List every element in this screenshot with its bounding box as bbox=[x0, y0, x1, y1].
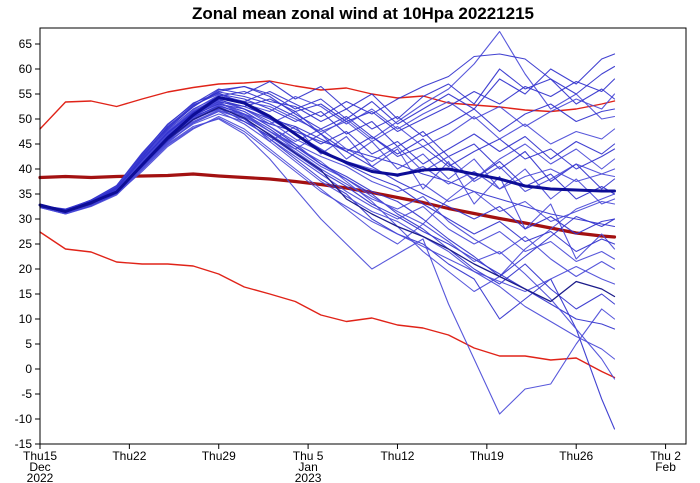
x-tick-label: Thu19 bbox=[470, 449, 504, 463]
y-tick-label: 30 bbox=[19, 212, 33, 226]
series-climatology-upper-bound bbox=[39, 80, 616, 130]
y-tick-label: 45 bbox=[19, 137, 33, 151]
ensemble-member-line bbox=[39, 85, 616, 212]
y-tick-label: -15 bbox=[15, 437, 33, 451]
y-tick-label: -5 bbox=[21, 387, 32, 401]
x-tick-label: Feb bbox=[655, 460, 676, 474]
ensemble-member-line bbox=[39, 78, 616, 212]
y-tick-label: 50 bbox=[19, 112, 33, 126]
ensemble-member-line bbox=[39, 105, 616, 278]
ensemble-member-line bbox=[39, 109, 616, 278]
ensemble-member-line bbox=[39, 103, 616, 310]
x-tick-label: Jan bbox=[298, 460, 317, 474]
axes-layer: 65605550454035302520151050-5-10-15Thu15D… bbox=[15, 27, 687, 483]
plot-frame bbox=[39, 27, 687, 445]
x-tick-label: Dec bbox=[29, 460, 50, 474]
x-tick-label: Thu26 bbox=[559, 449, 593, 463]
x-tick-label: Thu 5 bbox=[293, 449, 324, 463]
y-tick-label: 40 bbox=[19, 162, 33, 176]
x-tick-label: 2022 bbox=[27, 471, 54, 483]
y-tick-label: 20 bbox=[19, 262, 33, 276]
x-tick-label: Thu 2 bbox=[650, 449, 681, 463]
ensemble-members-layer bbox=[39, 30, 616, 430]
ensemble-member-line bbox=[39, 110, 616, 360]
y-tick-label: 5 bbox=[25, 337, 32, 351]
x-tick-label: Thu12 bbox=[380, 449, 414, 463]
y-tick-label: 55 bbox=[19, 87, 33, 101]
y-tick-label: 25 bbox=[19, 237, 33, 251]
ensemble-member-line bbox=[39, 118, 616, 415]
ensemble-member-line bbox=[39, 104, 616, 293]
x-tick-label: 2023 bbox=[295, 471, 322, 483]
y-tick-label: 10 bbox=[19, 312, 33, 326]
y-tick-label: 65 bbox=[19, 37, 33, 51]
y-tick-label: 60 bbox=[19, 62, 33, 76]
x-tick-label: Thu15 bbox=[23, 449, 57, 463]
series-climatology-lower-bound bbox=[39, 231, 616, 379]
ensemble-member-line bbox=[39, 101, 616, 380]
y-tick-label: 0 bbox=[25, 362, 32, 376]
y-tick-label: 15 bbox=[19, 287, 33, 301]
chart-title: Zonal mean zonal wind at 10Hpa 20221215 bbox=[192, 4, 534, 23]
series-ensemble-mean bbox=[38, 96, 616, 213]
x-tick-label: Thu29 bbox=[202, 449, 236, 463]
y-tick-label: -10 bbox=[15, 412, 33, 426]
mean-and-control-layer bbox=[38, 96, 616, 303]
x-tick-label: Thu22 bbox=[112, 449, 146, 463]
ensemble-member-line bbox=[39, 90, 616, 211]
ensemble-member-line bbox=[39, 91, 616, 235]
y-tick-label: 35 bbox=[19, 187, 33, 201]
ensemble-member-line bbox=[39, 117, 616, 293]
ensemble-member-line bbox=[39, 68, 616, 212]
